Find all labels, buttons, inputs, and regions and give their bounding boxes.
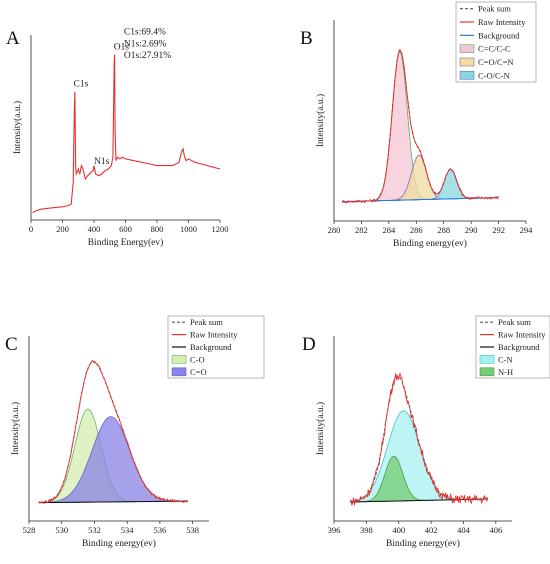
x-tick-label: 528	[23, 525, 36, 535]
peak-annotation: C1s	[74, 80, 89, 90]
peak-annotation: C1s:69.4%	[124, 28, 166, 38]
legend-swatch	[459, 57, 475, 67]
raw-intensity-line	[38, 360, 189, 504]
x-tick-label: 532	[88, 525, 101, 535]
legend-label: C=C/C-C	[478, 44, 511, 54]
legend-label: Peak sum	[478, 4, 511, 14]
x-axis-title: Binding energy(ev)	[393, 238, 467, 249]
panel-letter: B	[300, 28, 313, 49]
legend: Peak sum Raw Intensity Background C-N N-H	[475, 315, 550, 379]
peak-annotation: O1s	[114, 43, 130, 53]
legend-swatch	[171, 367, 187, 377]
survey-spectrum-line	[32, 54, 221, 214]
legend-label: C=O	[190, 367, 207, 377]
panel-a: A 0 200 400 600 800 1000 1200 Binding Energy(ev)…	[6, 28, 229, 248]
component-c-o-c-n	[342, 154, 499, 203]
panel-d: D 396 398 400 402 404 406 Binding energy(ev) Int…	[302, 315, 550, 549]
legend: Peak sum Raw Intensity Background C-O C=O	[167, 315, 265, 379]
x-tick-label: 292	[492, 225, 505, 235]
legend-label: Background	[498, 342, 540, 352]
legend-swatch	[459, 71, 475, 80]
x-tick-label: 400	[392, 525, 405, 535]
x-tick-label: 1200	[212, 224, 229, 234]
legend-swatch	[479, 367, 495, 377]
legend-label: C-O	[190, 354, 205, 364]
x-tick-label: 406	[489, 525, 502, 535]
legend-swatch	[459, 44, 475, 53]
legend-label: Background	[478, 30, 520, 40]
panel-b: B 280 282 284 286 288 290 292 294 Binding energy(…	[300, 1, 537, 249]
y-axis-title: Intensity(a.u.)	[315, 402, 326, 455]
component-c-o	[38, 416, 188, 504]
x-axis-title: Binding energy(ev)	[386, 538, 460, 549]
y-axis-title: Intensity(a.u.)	[315, 94, 326, 147]
peak-annotation: N1s:2.69%	[124, 39, 167, 49]
legend-label: Peak sum	[498, 317, 531, 327]
legend-label: Raw Intensity	[478, 17, 526, 27]
x-axis-title: Binding energy(ev)	[82, 538, 156, 549]
raw-intensity-line	[341, 48, 500, 204]
y-axis-title: Intensity(a.u.)	[12, 101, 23, 154]
x-tick-label: 538	[186, 525, 199, 535]
x-tick-label: 280	[328, 225, 341, 235]
peak-annotation: O1s:27.91%	[124, 51, 171, 61]
x-tick-label: 402	[425, 525, 438, 535]
raw-intensity-line	[349, 372, 489, 506]
panel-letter: C	[5, 334, 18, 355]
x-tick-label: 396	[328, 525, 341, 535]
x-axis-title: Binding Energy(ev)	[88, 237, 164, 248]
x-tick-label: 398	[360, 525, 373, 535]
x-tick-label: 294	[520, 225, 534, 235]
legend: Peak sum Raw Intensity Background C=C/C-C C=…	[455, 1, 537, 83]
x-tick-label: 1000	[180, 224, 197, 234]
x-tick-label: 400	[88, 224, 101, 234]
legend-box	[455, 1, 537, 83]
legend-label: Raw Intensity	[498, 330, 546, 340]
x-tick-label: 200	[56, 224, 69, 234]
x-tick-label: 288	[437, 225, 450, 235]
panel-letter: D	[302, 334, 316, 355]
legend-label: Background	[190, 342, 232, 352]
legend-label: C=O/C=N	[478, 57, 514, 67]
x-tick-label: 534	[121, 525, 135, 535]
x-tick-label: 536	[154, 525, 167, 535]
x-tick-label: 284	[382, 225, 396, 235]
legend-swatch	[171, 355, 187, 364]
background-line	[38, 500, 188, 504]
legend-label: Peak sum	[190, 317, 223, 327]
legend-label: C-N	[498, 354, 513, 364]
legend-label: Raw Intensity	[190, 330, 238, 340]
x-tick-label: 290	[465, 225, 478, 235]
x-tick-label: 404	[457, 525, 471, 535]
y-axis-title: Intensity(a.u.)	[10, 402, 21, 455]
x-tick-label: 286	[410, 225, 423, 235]
x-tick-label: 282	[355, 225, 368, 235]
legend-label: C-O/C-N	[478, 70, 510, 80]
panel-c: C 528 530 532 534 536 538 Binding energy(ev) Int…	[5, 315, 265, 549]
x-tick-label: 800	[151, 224, 164, 234]
x-tick-label: 600	[119, 224, 132, 234]
legend-swatch	[479, 355, 495, 364]
peak-annotation: N1s	[94, 157, 110, 167]
x-tick-label: 530	[55, 525, 68, 535]
x-tick-label: 0	[29, 224, 33, 234]
legend-label: N-H	[498, 367, 513, 377]
panel-letter: A	[6, 28, 20, 49]
